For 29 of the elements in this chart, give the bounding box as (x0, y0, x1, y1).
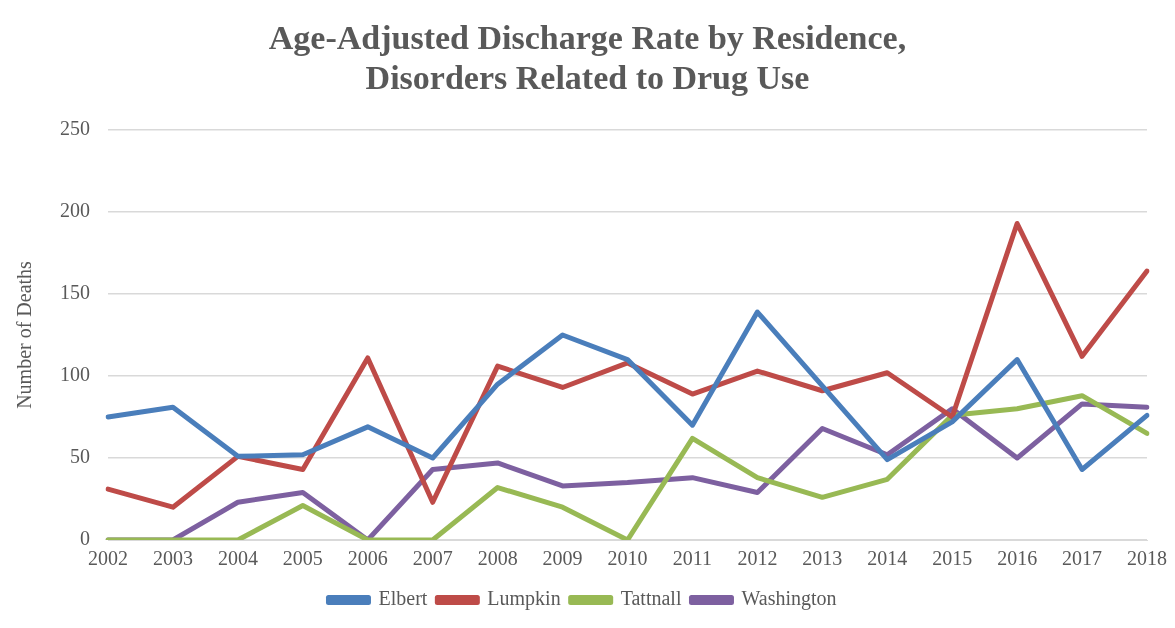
y-tick-label: 250 (60, 117, 90, 140)
x-tick-label: 2012 (737, 547, 778, 570)
x-tick-label: 2016 (997, 547, 1038, 570)
x-tick-label: 2018 (1127, 547, 1167, 570)
x-tick-label: 2004 (217, 547, 258, 570)
x-tick-label: 2002 (88, 547, 128, 570)
x-tick-label: 2009 (542, 547, 583, 570)
y-tick-label: 0 (80, 527, 90, 550)
y-tick-label: 150 (60, 281, 90, 304)
legend-label: Washington (741, 587, 837, 611)
legend-label: Lumpkin (487, 587, 561, 611)
x-tick-label: 2011 (672, 547, 713, 570)
x-tick-label: 2008 (477, 547, 518, 570)
y-tick-label: 200 (60, 199, 90, 222)
x-tick-label: 2015 (932, 547, 973, 570)
x-tick-label: 2014 (867, 547, 908, 570)
x-tick-label: 2005 (282, 547, 323, 570)
x-tick-label: 2007 (412, 547, 453, 570)
x-tick-label: 2017 (1062, 547, 1103, 570)
x-tick-label: 2013 (802, 547, 843, 570)
x-tick-label: 2010 (607, 547, 648, 570)
legend-label: Elbert (378, 587, 428, 610)
y-axis-title: Number of Deaths (13, 260, 36, 409)
x-tick-label: 2006 (347, 547, 388, 570)
x-tick-label: 2003 (152, 547, 193, 570)
chart-title: Age-Adjusted Discharge Rate by Residence, Disorders Related to Drug Use (267, 18, 908, 98)
y-tick-label: 50 (70, 445, 90, 468)
y-tick-label: 100 (60, 363, 90, 386)
legend-label: Tattnall (620, 587, 682, 610)
